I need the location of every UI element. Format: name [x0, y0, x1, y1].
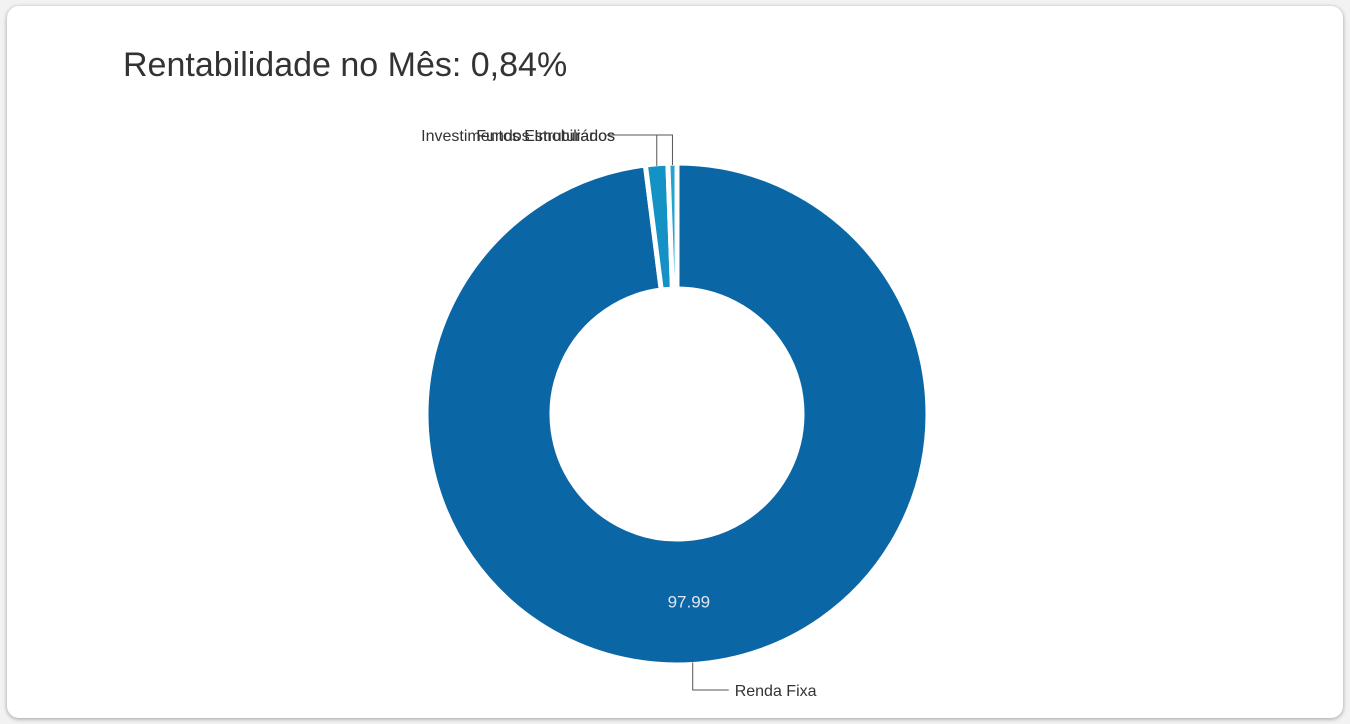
connector-fundos-imobiliarios: [652, 134, 673, 166]
data-label-renda-fixa: 97.99: [668, 593, 711, 612]
slice-fundos-imobiliarios[interactable]: [665, 160, 680, 292]
connectors-group: [606, 134, 729, 691]
category-label-investimentos-estruturados: Investimentos Estruturados: [421, 128, 615, 145]
chart-title: Rentabilidade no Mês: 0,84%: [123, 46, 568, 84]
chart-card: Rentabilidade no Mês: 0,84% 97.99 Renda F…: [7, 6, 1343, 718]
category-label-renda-fixa: Renda Fixa: [735, 683, 817, 700]
labels-group: 97.99 Renda Fixa Investimentos Estruturado…: [421, 128, 817, 700]
slice-renda-fixa[interactable]: [423, 160, 931, 668]
category-label-fundos-imobiliarios: Fundos Imobiliários: [476, 128, 615, 145]
slices-group: [423, 160, 931, 668]
donut-chart: 97.99 Renda Fixa Investimentos Estruturado…: [421, 128, 931, 700]
connector-renda-fixa: [692, 662, 729, 691]
